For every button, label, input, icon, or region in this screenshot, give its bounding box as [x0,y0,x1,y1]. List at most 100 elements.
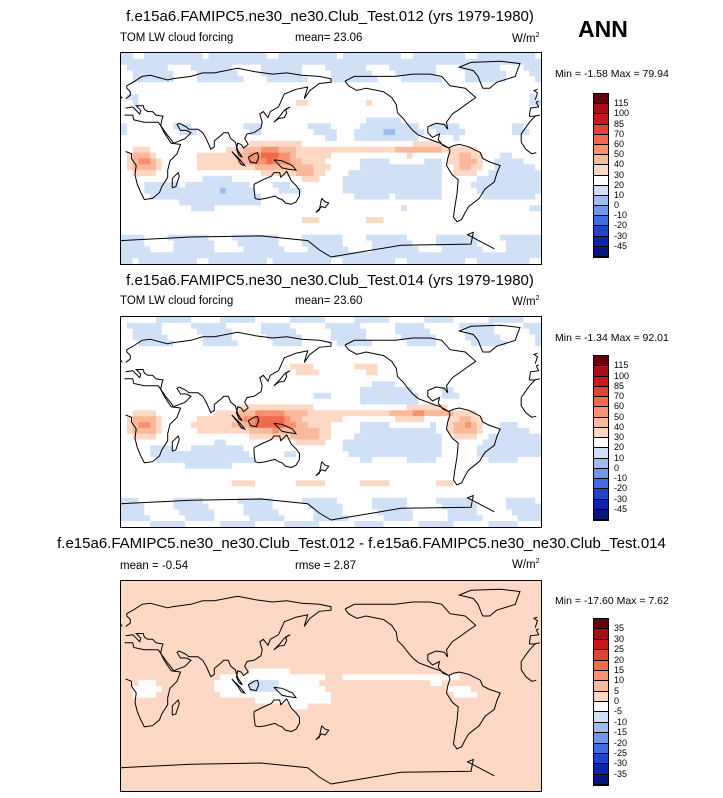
grid-cell [465,53,472,60]
grid-cell [191,158,198,165]
grid-cell [301,193,309,201]
grid-cell [331,94,338,101]
grid-cell [406,392,414,400]
grid-cell [167,328,175,336]
grid-cell [471,240,478,248]
grid-cell [471,123,478,130]
grid-cell [144,234,151,242]
grid-cell [226,404,233,411]
grid-cell [360,497,367,505]
grid-cell [185,193,192,201]
grid-cell [342,503,350,511]
grid-cell [366,99,373,107]
grid-cell [482,486,490,493]
grid-cell [220,462,227,470]
grid-cell [377,410,385,417]
grid-cell [144,123,151,130]
grid-cell [447,363,455,371]
grid-cell [307,135,315,142]
grid-cell [471,422,478,429]
grid-cell [494,322,501,330]
grid-cell [476,129,484,136]
grid-cell [296,129,303,136]
grid-cell [377,76,385,83]
grid-cell [331,340,338,347]
grid-cell [202,82,210,89]
grid-cell [185,252,192,259]
grid-cell [167,451,175,458]
grid-cell [156,328,163,336]
grid-cell [290,158,297,165]
grid-cell [179,357,186,365]
grid-cell [511,123,519,130]
grid-cell [383,422,390,429]
grid-cell [517,140,525,148]
grid-cell [266,433,274,441]
grid-cell [453,492,460,499]
grid-cell [261,228,268,236]
grid-cell [348,317,355,324]
grid-cell [406,193,414,201]
grid-cell [535,205,541,212]
grid-cell [214,246,221,253]
grid-cell [389,416,396,423]
grid-cell [173,240,180,248]
grid-cell [354,170,361,177]
grid-cell [196,228,204,236]
grid-cell [325,457,332,464]
grid-cell [173,252,180,259]
grid-cell [412,387,420,394]
grid-cell [517,111,525,119]
grid-cell [348,164,355,171]
grid-cell [185,181,192,189]
grid-cell [173,158,180,165]
grid-cell [331,58,338,66]
grid-cell [377,381,385,388]
grid-cell [406,228,414,236]
grid-cell [523,181,530,189]
grid-cell [132,234,140,242]
grid-cell [319,439,326,446]
grid-cell [430,240,437,248]
grid-cell [506,123,513,130]
grid-cell [331,328,338,336]
grid-cell [144,240,151,248]
grid-cell [371,82,379,89]
grid-cell [173,381,180,388]
grid-cell [319,117,326,124]
grid-cell [226,392,233,400]
grid-cell [383,445,390,452]
grid-cell [377,492,385,499]
grid-cell [476,369,484,376]
grid-cell [430,123,437,130]
grid-cell [459,363,466,371]
grid-cell [389,111,396,119]
grid-cell [406,439,414,446]
grid-cell [418,252,425,259]
grid-cell [313,503,320,511]
grid-cell [447,410,455,417]
grid-cell [266,416,274,423]
grid-cell [167,158,175,165]
grid-cell [342,94,350,101]
grid-cell [430,170,437,177]
grid-cell [138,94,145,101]
grid-cell [482,369,490,376]
grid-cell [494,146,501,154]
grid-cell [465,158,472,165]
grid-cell [389,317,396,324]
grid-cell [313,217,320,224]
grid-cell [401,317,408,324]
grid-cell [476,387,484,394]
grid-cell [348,462,355,470]
grid-cell [488,170,495,177]
grid-cell [366,480,373,487]
grid-cell [331,462,338,470]
grid-cell [325,486,332,493]
grid-cell [436,509,443,516]
grid-cell [383,392,390,400]
grid-cell [156,468,163,476]
grid-cell [296,82,303,89]
grid-cell [471,416,478,423]
grid-cell [161,140,169,148]
